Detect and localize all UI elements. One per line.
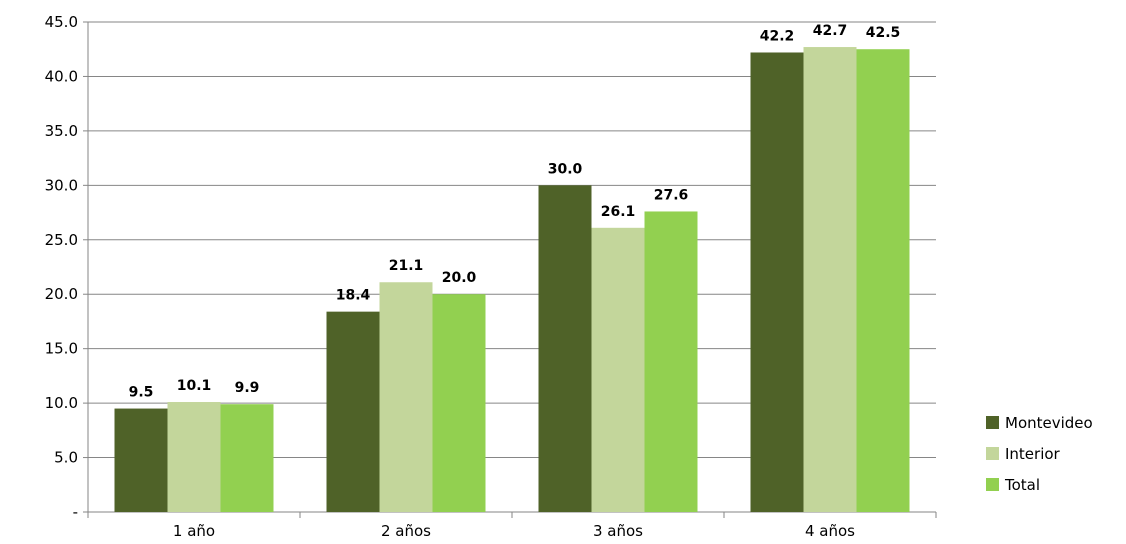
y-tick-label: 20.0 [45, 285, 78, 303]
bar-total [432, 294, 486, 512]
legend-swatch-montevideo [986, 416, 999, 429]
bar-interior [379, 282, 433, 512]
data-label: 18.4 [336, 288, 371, 304]
bar-montevideo [750, 52, 804, 512]
gridlines [88, 21, 936, 459]
bars [114, 47, 910, 513]
bar-interior [591, 227, 645, 513]
legend: Montevideo Interior Total [986, 414, 1093, 494]
legend-label: Interior [1005, 445, 1061, 463]
y-tick-label: 35.0 [45, 122, 78, 140]
bar-interior [803, 47, 857, 513]
data-label: 9.9 [235, 380, 260, 396]
legend-label: Total [1004, 476, 1040, 494]
data-label: 10.1 [177, 378, 212, 394]
y-tick-label: 40.0 [45, 67, 78, 85]
bar-total [220, 404, 274, 512]
x-tick-label: 1 año [173, 522, 215, 540]
data-label: 42.5 [866, 25, 901, 41]
data-label: 42.2 [760, 28, 795, 44]
data-label: 20.0 [442, 270, 477, 286]
bar-total [856, 49, 910, 512]
data-labels: 9.5 10.1 9.9 18.4 21.1 20.0 30.0 26.1 27.6 42.2 42… [129, 23, 901, 401]
legend-swatch-total [986, 478, 999, 491]
y-tick-label: 25.0 [45, 231, 78, 249]
y-axis: - 5.0 10.0 15.0 20.0 25.0 30.0 35.0 40.0 45.0 [45, 13, 89, 521]
y-tick-label: 5.0 [54, 449, 78, 467]
data-label: 27.6 [654, 187, 689, 203]
bar-montevideo [326, 311, 380, 512]
data-label: 21.1 [389, 258, 424, 274]
data-label: 30.0 [548, 161, 583, 177]
y-tick-label: 30.0 [45, 176, 78, 194]
y-tick-label: 45.0 [45, 13, 78, 31]
x-tick-label: 3 años [593, 522, 643, 540]
x-tick-label: 2 años [381, 522, 431, 540]
y-tick-label: 15.0 [45, 340, 78, 358]
data-label: 9.5 [129, 385, 154, 401]
data-label: 26.1 [601, 204, 636, 220]
y-tick-label: 10.0 [45, 394, 78, 412]
x-axis: 1 año 2 años 3 años 4 años [87, 511, 937, 540]
data-label: 42.7 [813, 23, 848, 39]
legend-swatch-interior [986, 447, 999, 460]
bar-total [644, 211, 698, 512]
bar-montevideo [114, 408, 168, 512]
x-tick-label: 4 años [805, 522, 855, 540]
bar-interior [167, 402, 221, 512]
bar-montevideo [538, 185, 592, 513]
y-tick-label: - [73, 503, 78, 521]
legend-label: Montevideo [1005, 414, 1093, 432]
